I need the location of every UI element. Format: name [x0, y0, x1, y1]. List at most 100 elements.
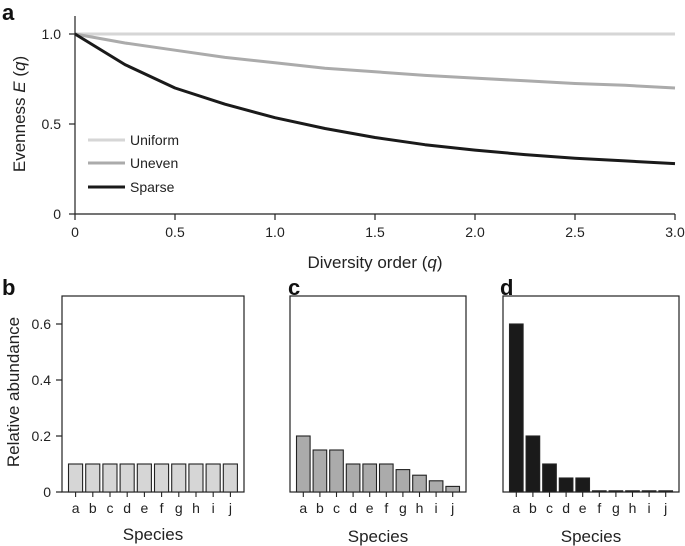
x-tick-label: d [123, 500, 131, 516]
y-tick-label: 0 [43, 484, 51, 500]
bar-f [591, 490, 607, 493]
x-tick-label: h [416, 500, 424, 516]
bar-j [658, 490, 674, 493]
bar-f [153, 463, 170, 493]
panel-a-letter: a [2, 0, 15, 25]
bar-a [67, 463, 84, 493]
bar-d [558, 477, 574, 493]
x-tick-label: e [141, 500, 149, 516]
panel-b-x-axis-label: Species [123, 525, 183, 544]
x-tick-label: c [546, 500, 553, 516]
x-tick-label: d [562, 500, 570, 516]
x-tick-label: g [175, 500, 183, 516]
panel-a-y-ticks: 0 0.5 1.0 [42, 26, 75, 222]
x-tick-label: e [366, 500, 374, 516]
bar-g [395, 469, 411, 493]
x-tick-label: a [299, 500, 307, 516]
bar-b [525, 435, 541, 493]
x-tick-label: g [399, 500, 407, 516]
x-tick-label: i [435, 500, 438, 516]
x-tick-label: h [629, 500, 637, 516]
x-tick-label: c [333, 500, 340, 516]
panel-c-letter: c [288, 275, 300, 300]
bar-g [171, 463, 187, 493]
x-tick-label: a [512, 500, 520, 516]
x-tick-label: 1.0 [265, 224, 285, 240]
x-tick-label: b [89, 500, 97, 516]
y-tick-label: 0.2 [32, 428, 52, 444]
x-tick-label: 0 [71, 224, 79, 240]
bar-d [119, 463, 135, 493]
x-tick-label: d [349, 500, 357, 516]
bar-e [136, 463, 152, 493]
series-line-sparse [74, 32, 676, 166]
bar-d [345, 463, 361, 493]
x-tick-label: b [529, 500, 537, 516]
bar-g [608, 490, 624, 493]
x-tick-label: c [107, 500, 114, 516]
bar-b [312, 449, 328, 493]
x-tick-label: e [579, 500, 587, 516]
x-tick-label: f [597, 500, 601, 516]
panel-d-letter: d [500, 275, 513, 300]
series-line-uneven [74, 32, 676, 90]
x-tick-label: 2.5 [565, 224, 585, 240]
bar-e [575, 477, 591, 493]
y-tick-label: 0.6 [32, 316, 52, 332]
panel-c-frame [289, 295, 467, 493]
panel-b-frame [61, 295, 245, 493]
legend-label-sparse: Sparse [130, 179, 175, 195]
bar-i [428, 480, 444, 493]
x-tick-label: f [160, 500, 164, 516]
bar-f [378, 463, 394, 493]
x-tick-label: j [663, 500, 667, 516]
panel-a-x-axis-label: Diversity order (q) [307, 253, 442, 272]
x-tick-label: f [384, 500, 388, 516]
panel-d-x-axis-label: Species [561, 527, 621, 546]
x-tick-label: i [212, 500, 215, 516]
bar-j [222, 463, 238, 493]
x-tick-label: 1.5 [365, 224, 385, 240]
x-tick-label: i [648, 500, 651, 516]
x-tick-label: 2.0 [465, 224, 485, 240]
x-tick-label: j [450, 500, 454, 516]
bar-b [85, 463, 101, 493]
x-tick-label: j [228, 500, 232, 516]
legend-label-uniform: Uniform [130, 132, 179, 148]
y-tick-label: 1.0 [42, 26, 62, 42]
panel-a-series-group [74, 32, 676, 166]
bar-e [362, 463, 378, 493]
panel-b-y-ticks: 0 0.2 0.4 0.6 [32, 316, 62, 500]
bar-j [445, 485, 461, 493]
y-tick-label: 0 [53, 206, 61, 222]
panel-b-y-axis-label: Relative abundance [4, 317, 23, 467]
x-tick-label: h [192, 500, 200, 516]
legend-label-uneven: Uneven [130, 155, 178, 171]
x-tick-label: g [612, 500, 620, 516]
y-tick-label: 0.5 [42, 116, 62, 132]
bar-c [329, 449, 344, 493]
bar-i [205, 463, 221, 493]
y-tick-label: 0.4 [32, 372, 52, 388]
panel-b-letter: b [2, 275, 15, 300]
panel-a-y-axis-label: Evenness E (q) [10, 56, 29, 172]
bar-c [102, 463, 118, 493]
bar-i [641, 490, 657, 493]
bar-a [508, 323, 524, 493]
panel-d-frame [502, 295, 680, 493]
panel-a: a 0 0.5 1.0 1.5 2.0 2.5 3.0 0 0.5 1.0 Diversity … [2, 0, 685, 272]
x-tick-label: b [316, 500, 324, 516]
bar-h [412, 474, 427, 493]
bar-h [625, 490, 640, 493]
x-tick-label: 0.5 [165, 224, 185, 240]
panel-a-legend: Uniform Uneven Sparse [88, 132, 179, 195]
panel-a-x-ticks: 0 0.5 1.0 1.5 2.0 2.5 3.0 [71, 214, 685, 240]
panel-c-x-axis-label: Species [348, 527, 408, 546]
bar-c [542, 463, 557, 493]
